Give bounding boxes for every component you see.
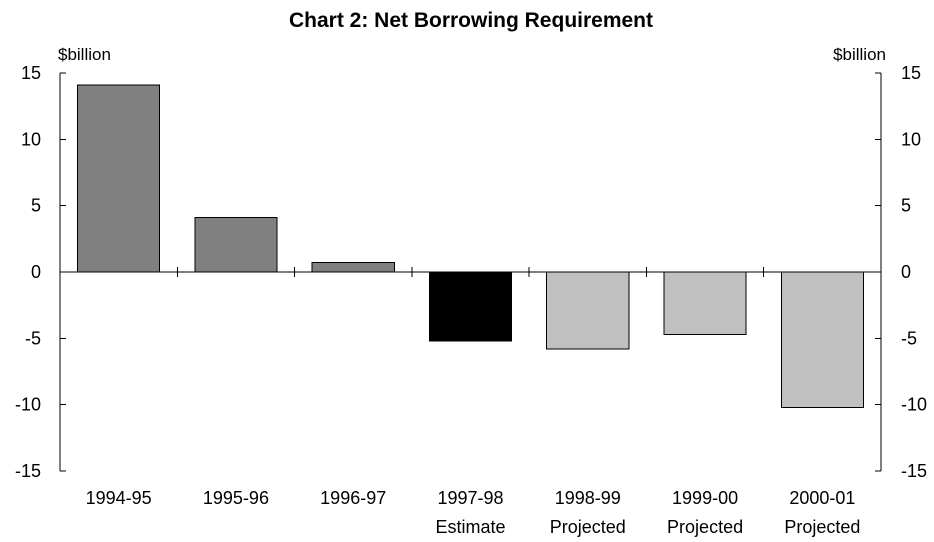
x-tick-sublabel: Projected bbox=[550, 517, 626, 537]
y-tick-label-right: 5 bbox=[901, 196, 911, 216]
bar-1998-99 bbox=[546, 271, 630, 350]
y-tick-label-left: 10 bbox=[21, 129, 41, 149]
bar-1999-00 bbox=[663, 271, 747, 335]
x-tick-label: 1994-95 bbox=[86, 488, 152, 508]
y-tick-label-left: -5 bbox=[25, 328, 41, 348]
x-tick-label: 2000-01 bbox=[789, 488, 855, 508]
bar-1994-95 bbox=[77, 84, 161, 273]
y-tick-label-left: 5 bbox=[31, 196, 41, 216]
x-tick-label: 1997-98 bbox=[437, 488, 503, 508]
x-tick-label: 1996-97 bbox=[320, 488, 386, 508]
y-axis-unit-left: $billion bbox=[58, 45, 111, 64]
y-tick-label-left: -15 bbox=[15, 461, 41, 481]
y-tick-label-right: -5 bbox=[901, 328, 917, 348]
y-tick-label-left: 0 bbox=[31, 262, 41, 282]
x-tick-label: 1995-96 bbox=[203, 488, 269, 508]
labels-layer: 15 15 10 10 5 5 0 0 -5 -5 -10 -10 -15 -15 1994-95 1995-… bbox=[15, 63, 927, 537]
bar-1995-96 bbox=[194, 217, 278, 273]
y-axis-unit-right: $billion bbox=[833, 45, 886, 64]
bar-2000-01 bbox=[780, 271, 864, 408]
y-tick-label-right: -10 bbox=[901, 395, 927, 415]
y-tick-label-left: 15 bbox=[21, 63, 41, 83]
y-tick-label-right: -15 bbox=[901, 461, 927, 481]
bar-1997-98 bbox=[428, 271, 512, 342]
x-tick-sublabel: Projected bbox=[784, 517, 860, 537]
x-tick-sublabel: Estimate bbox=[435, 517, 505, 537]
bars-layer bbox=[77, 84, 864, 408]
bar-1996-97 bbox=[311, 262, 395, 273]
y-tick-label-right: 0 bbox=[901, 262, 911, 282]
axes-layer bbox=[59, 72, 882, 472]
chart-title: Chart 2: Net Borrowing Requirement bbox=[289, 9, 653, 32]
x-tick-label: 1998-99 bbox=[555, 488, 621, 508]
x-tick-label: 1999-00 bbox=[672, 488, 738, 508]
y-tick-label-right: 15 bbox=[901, 63, 921, 83]
x-tick-sublabel: Projected bbox=[667, 517, 743, 537]
y-tick-label-right: 10 bbox=[901, 129, 921, 149]
y-tick-label-left: -10 bbox=[15, 395, 41, 415]
